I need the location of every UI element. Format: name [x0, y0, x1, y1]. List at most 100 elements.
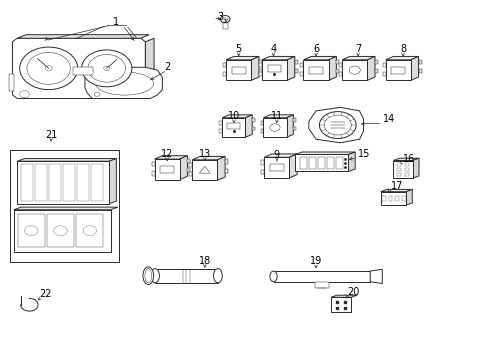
Text: 2: 2	[163, 62, 170, 72]
Circle shape	[20, 47, 78, 90]
Text: 4: 4	[270, 44, 276, 54]
Polygon shape	[264, 154, 297, 157]
Bar	[49, 164, 61, 201]
Ellipse shape	[150, 269, 159, 283]
Bar	[227, 122, 240, 129]
Text: 16: 16	[402, 154, 414, 165]
Ellipse shape	[213, 269, 222, 283]
Polygon shape	[222, 115, 252, 118]
Bar	[388, 196, 392, 201]
Text: 22: 22	[39, 289, 51, 299]
Bar	[273, 271, 369, 282]
Text: 5: 5	[235, 44, 242, 54]
Polygon shape	[14, 207, 118, 210]
Polygon shape	[348, 152, 354, 171]
Ellipse shape	[269, 271, 277, 282]
Bar	[261, 161, 264, 165]
Polygon shape	[109, 158, 116, 204]
Text: 10: 10	[227, 111, 240, 121]
Bar	[252, 126, 255, 130]
Polygon shape	[289, 154, 297, 178]
Bar	[219, 130, 222, 134]
Text: 12: 12	[161, 149, 173, 159]
Bar	[223, 23, 227, 29]
Text: 15: 15	[358, 149, 370, 159]
Ellipse shape	[142, 267, 153, 284]
Bar	[151, 162, 154, 166]
Circle shape	[24, 226, 38, 235]
Bar	[336, 69, 339, 73]
Polygon shape	[295, 152, 354, 154]
Circle shape	[45, 66, 52, 71]
Bar	[154, 159, 180, 180]
Bar	[259, 69, 262, 73]
Polygon shape	[405, 189, 411, 205]
Bar	[261, 170, 264, 174]
Bar	[294, 69, 297, 73]
Polygon shape	[217, 156, 224, 180]
Bar	[259, 59, 262, 64]
Bar	[35, 164, 47, 201]
Bar	[9, 74, 14, 91]
Bar	[189, 172, 192, 176]
Bar	[10, 149, 119, 262]
Ellipse shape	[95, 72, 153, 95]
Bar	[91, 164, 103, 201]
Bar	[300, 63, 303, 67]
Bar	[77, 164, 89, 201]
Bar	[374, 69, 377, 73]
Text: 17: 17	[390, 181, 402, 192]
Bar	[223, 72, 225, 76]
Bar	[21, 164, 33, 201]
Bar	[382, 63, 385, 67]
Text: 13: 13	[198, 149, 210, 159]
Bar	[393, 161, 412, 178]
Bar	[223, 63, 225, 67]
Bar	[293, 118, 296, 122]
Circle shape	[81, 50, 132, 87]
Bar	[396, 168, 400, 171]
Bar	[231, 67, 245, 74]
Bar	[187, 168, 190, 172]
Bar	[326, 157, 333, 169]
Bar	[317, 157, 325, 169]
Polygon shape	[17, 35, 149, 38]
Bar	[418, 69, 421, 73]
Bar	[303, 60, 328, 80]
Polygon shape	[328, 57, 336, 80]
Bar	[192, 160, 217, 180]
Text: 21: 21	[45, 130, 57, 140]
Bar	[293, 126, 296, 130]
Bar	[404, 168, 408, 171]
Bar	[396, 173, 400, 176]
Bar	[17, 161, 109, 204]
Polygon shape	[342, 57, 374, 60]
Bar	[339, 72, 342, 76]
Bar	[394, 196, 398, 201]
Circle shape	[94, 92, 100, 96]
Polygon shape	[154, 156, 187, 159]
Polygon shape	[180, 156, 187, 180]
Bar	[258, 63, 262, 67]
Bar	[263, 118, 286, 137]
Bar	[297, 157, 300, 161]
Polygon shape	[263, 115, 293, 118]
Bar	[330, 297, 350, 312]
Bar	[189, 163, 192, 167]
Bar	[374, 59, 377, 64]
Polygon shape	[225, 57, 259, 60]
Bar	[260, 130, 263, 134]
Bar	[76, 214, 103, 247]
Text: 11: 11	[270, 111, 283, 121]
Polygon shape	[303, 57, 336, 60]
Text: 3: 3	[217, 12, 223, 22]
Bar	[187, 159, 190, 163]
Bar	[151, 171, 154, 176]
Bar	[300, 72, 303, 76]
Bar	[47, 214, 74, 247]
Circle shape	[20, 91, 29, 98]
Bar	[267, 65, 281, 72]
Polygon shape	[192, 156, 224, 160]
Polygon shape	[262, 57, 294, 60]
Bar	[385, 60, 410, 80]
